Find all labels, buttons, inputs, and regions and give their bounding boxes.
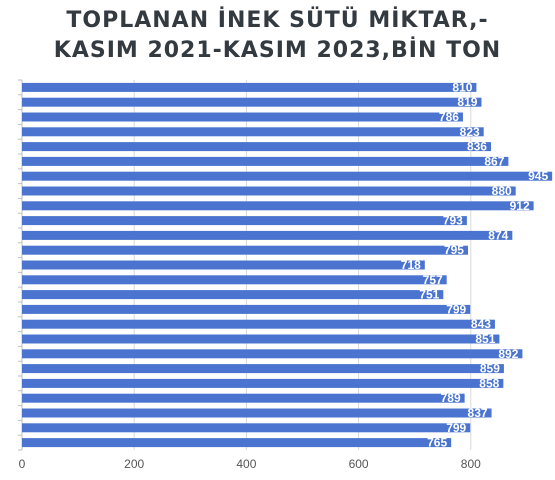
bar-9 xyxy=(22,216,467,226)
bar-value-label-7: 880 xyxy=(492,184,512,198)
bar-value-label-21: 789 xyxy=(441,391,461,405)
bar-value-label-9: 793 xyxy=(443,214,463,228)
bar-0 xyxy=(22,82,477,92)
bar-17 xyxy=(22,334,500,344)
x-tick-label-0: 0 xyxy=(19,457,26,471)
bar-value-label-12: 718 xyxy=(401,258,421,272)
x-tick-label-4: 800 xyxy=(461,457,481,471)
bar-14 xyxy=(22,290,444,300)
bar-value-label-22: 837 xyxy=(468,406,488,420)
bar-value-label-19: 859 xyxy=(480,362,500,376)
x-tick-label-1: 200 xyxy=(124,457,144,471)
bar-19 xyxy=(22,364,504,374)
bar-10 xyxy=(22,230,513,240)
bar-value-label-17: 851 xyxy=(475,332,495,346)
bar-2 xyxy=(22,112,463,122)
bar-20 xyxy=(22,378,504,388)
bar-7 xyxy=(22,186,516,196)
bar-4 xyxy=(22,142,491,152)
bar-11 xyxy=(22,245,468,255)
bar-value-label-11: 795 xyxy=(444,243,464,257)
x-tick-label-2: 400 xyxy=(236,457,256,471)
bar-value-label-4: 836 xyxy=(467,140,487,154)
bar-value-label-24: 765 xyxy=(427,436,447,450)
x-tick-label-3: 600 xyxy=(349,457,369,471)
bar-8 xyxy=(22,201,534,211)
bar-value-label-13: 757 xyxy=(423,273,443,287)
bar-value-label-1: 819 xyxy=(457,95,477,109)
bar-value-label-18: 892 xyxy=(498,347,518,361)
bar-value-label-14: 751 xyxy=(419,288,439,302)
bar-16 xyxy=(22,319,495,329)
bar-1 xyxy=(22,97,482,107)
bar-21 xyxy=(22,393,465,403)
chart-title-line-1: TOPLANAN İNEK SÜTÜ MİKTAR,- xyxy=(66,8,489,33)
bar-22 xyxy=(22,408,492,418)
chart-title-line-2: KASIM 2021-KASIM 2023,BİN TON xyxy=(53,38,502,63)
bar-value-label-23: 799 xyxy=(446,421,466,435)
bar-value-label-8: 912 xyxy=(510,199,530,213)
bar-value-label-15: 799 xyxy=(446,302,466,316)
bar-value-label-16: 843 xyxy=(471,317,491,331)
bar-value-label-5: 867 xyxy=(484,154,504,168)
bar-15 xyxy=(22,304,471,314)
bar-24 xyxy=(22,438,452,448)
bar-value-label-10: 874 xyxy=(488,228,508,242)
bar-23 xyxy=(22,423,471,433)
bar-13 xyxy=(22,275,447,285)
bar-12 xyxy=(22,260,425,270)
bar-value-label-2: 786 xyxy=(439,110,459,124)
bar-value-label-0: 810 xyxy=(452,80,472,94)
bar-18 xyxy=(22,349,523,359)
bar-value-label-20: 858 xyxy=(479,376,499,390)
bar-5 xyxy=(22,156,509,166)
bar-value-label-6: 945 xyxy=(528,169,548,183)
bar-6 xyxy=(22,171,553,181)
bar-3 xyxy=(22,127,484,137)
bar-value-label-3: 823 xyxy=(460,125,480,139)
